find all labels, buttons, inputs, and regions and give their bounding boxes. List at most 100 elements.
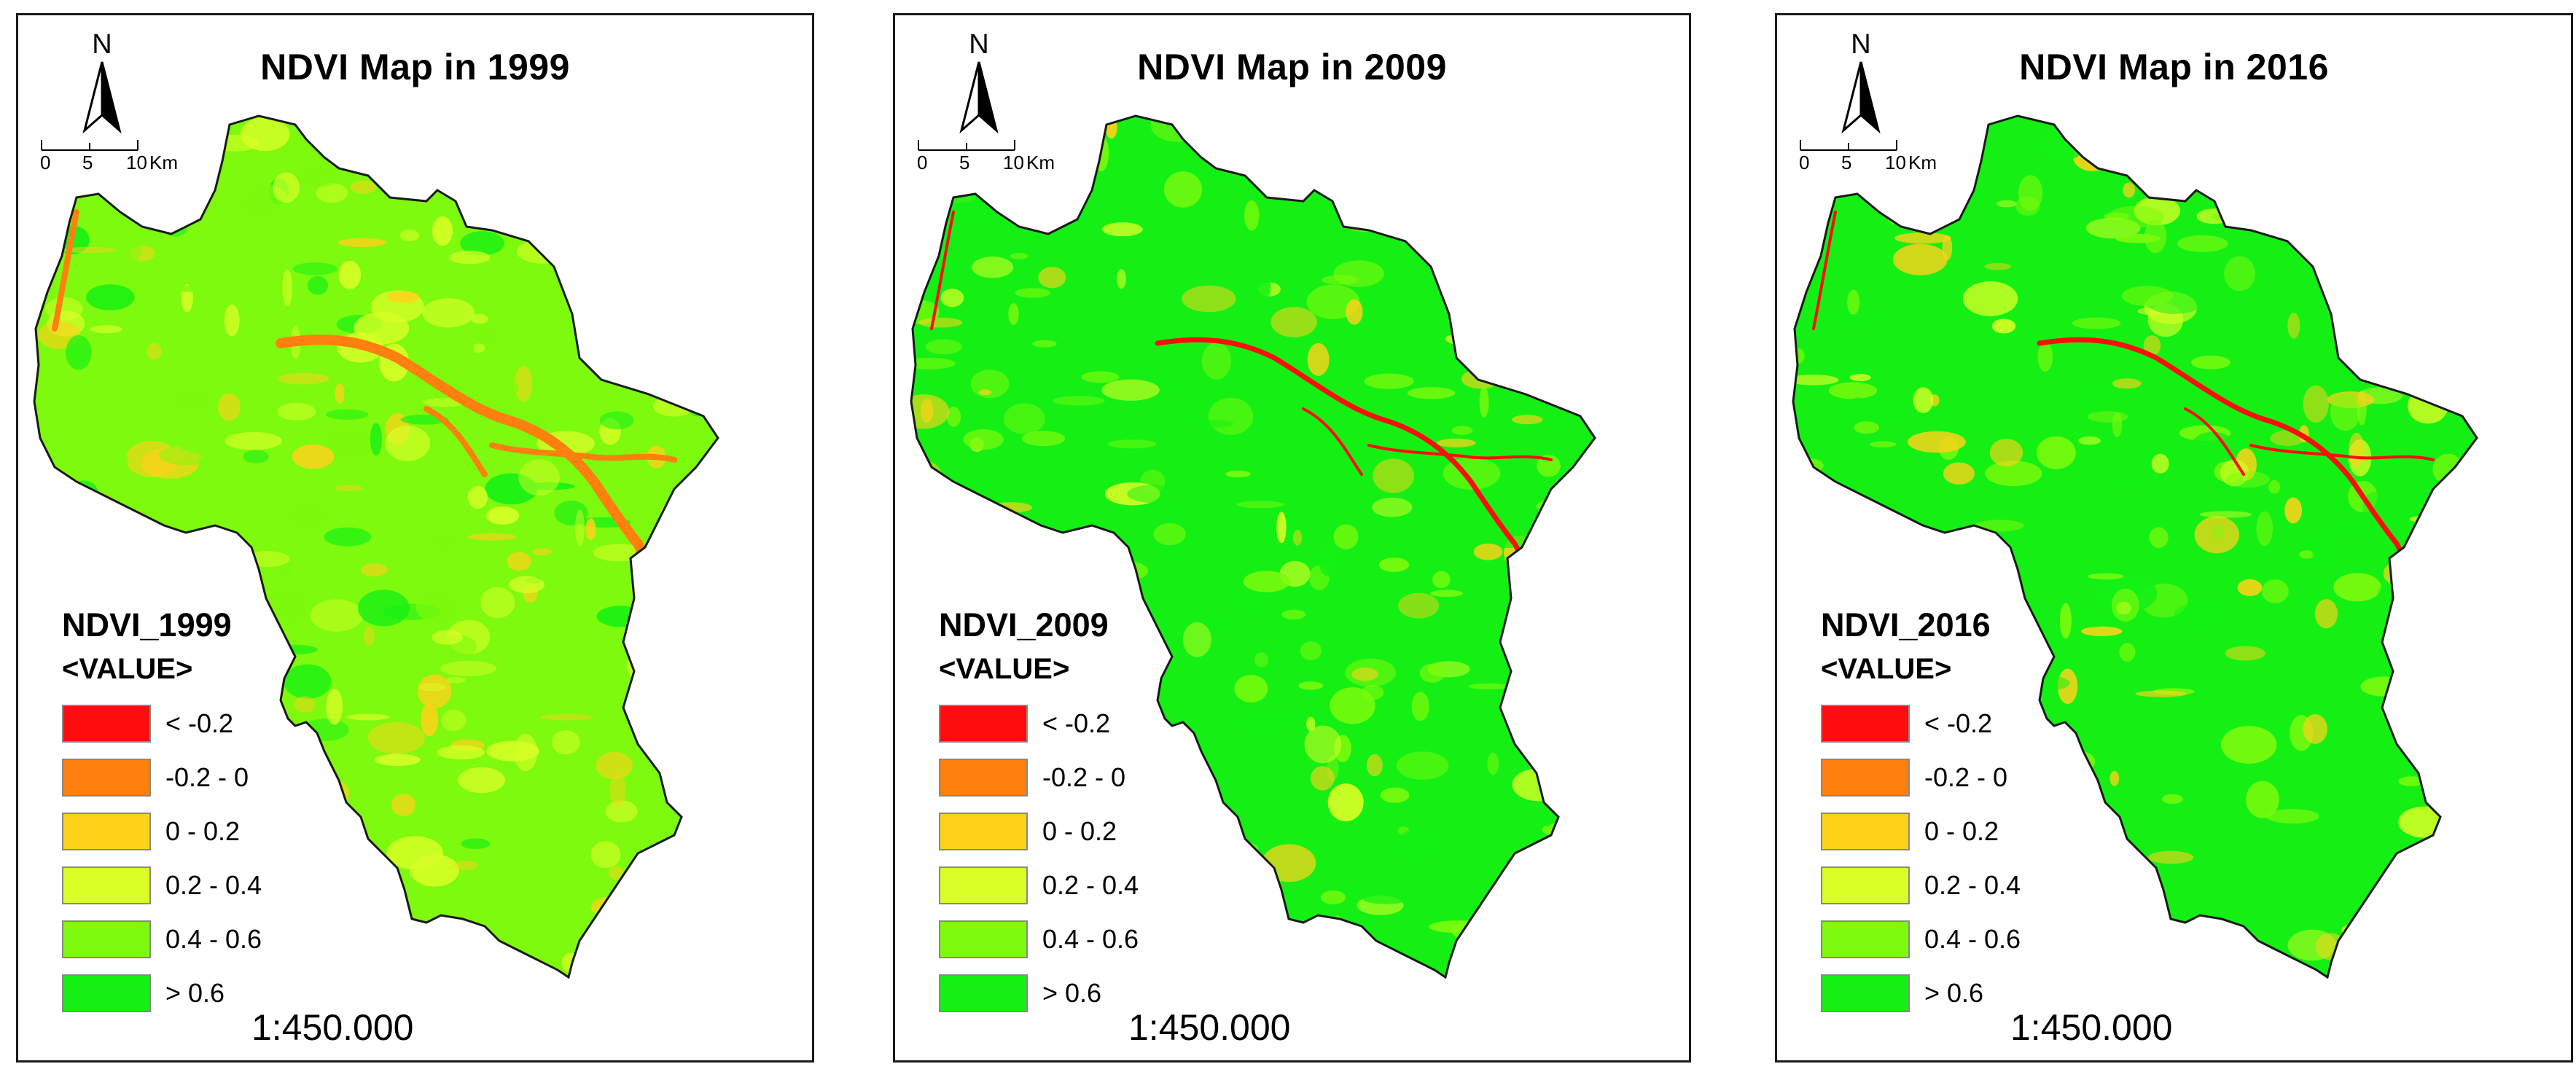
scale-bar-graphic	[918, 140, 1015, 151]
ndvi-patch	[292, 262, 337, 275]
ndvi-patch	[1913, 387, 1934, 413]
ndvi-patch	[1103, 560, 1149, 582]
ndvi-patch	[627, 648, 676, 685]
ndvi-patch	[1943, 462, 1975, 485]
legend-item: > 0.6	[939, 974, 1139, 1012]
ndvi-patch	[484, 155, 542, 174]
ndvi-patch	[1094, 595, 1142, 603]
ndvi-patch	[1553, 359, 1595, 391]
ndvi-patch	[2213, 154, 2267, 188]
ndvi-patch	[2372, 429, 2426, 466]
north-arrow: N	[73, 30, 131, 139]
ndvi-patch	[294, 147, 335, 168]
ndvi-patch	[1038, 267, 1066, 289]
ndvi-patch	[1004, 403, 1045, 434]
ndvi-patch	[63, 246, 117, 254]
legend-swatch	[62, 813, 151, 850]
ndvi-patch	[1304, 725, 1342, 764]
ndvi-patch	[605, 800, 638, 823]
ndvi-patch	[1333, 524, 1359, 549]
ndvi-patch	[1010, 252, 1029, 259]
ndvi-patch	[2330, 394, 2360, 431]
legend-label: < -0.2	[165, 708, 234, 738]
ndvi-patch	[1147, 719, 1157, 746]
ndvi-patch	[66, 335, 92, 370]
ndvi-patch	[1460, 139, 1515, 156]
ndvi-patch	[2381, 955, 2416, 977]
ndvi-patch	[485, 506, 520, 525]
ndvi-patch	[2398, 806, 2451, 838]
ndvi-patch	[308, 275, 328, 295]
ndvi-patch	[1962, 281, 2018, 316]
ndvi-patch	[1560, 505, 1595, 514]
north-label: N	[1851, 29, 1871, 60]
study-area-boundary	[910, 114, 1596, 979]
ndvi-patch	[1452, 129, 1506, 138]
ndvi-patch	[246, 526, 294, 549]
ndvi-patch	[1468, 683, 1510, 690]
legend-item: < -0.2	[1821, 705, 2021, 743]
ndvi-patch	[1569, 614, 1593, 650]
ndvi-patch	[485, 473, 538, 505]
legend-swatch	[62, 866, 151, 904]
legend: NDVI_2009 <VALUE> < -0.2 -0.2 - 0 0 - 0.2 0…	[939, 607, 1139, 1028]
ndvi-patch	[1351, 668, 1378, 681]
ndvi-patch	[173, 285, 218, 292]
ndvi-patch	[2454, 772, 2477, 787]
ndvi-patch	[2149, 527, 2169, 548]
ndvi-patch	[414, 160, 452, 185]
ndvi-patch	[432, 216, 453, 246]
ndvi-patch	[1156, 386, 1187, 395]
ndvi-patch	[2161, 893, 2211, 905]
ndvi-patch	[286, 500, 330, 533]
ndvi-patch	[2444, 837, 2477, 876]
ndvi-patch	[450, 670, 486, 683]
ndvi-patch	[1492, 931, 1519, 944]
river-channel	[276, 334, 652, 618]
ndvi-patch	[1236, 501, 1284, 509]
map-title: NDVI Map in 1999	[260, 47, 570, 87]
ndvi-patch	[1886, 534, 1900, 564]
study-area-boundary	[1792, 114, 2478, 979]
ndvi-patch	[1254, 652, 1268, 668]
ndvi-patch	[609, 775, 626, 807]
ndvi-patch	[1997, 200, 2017, 208]
ndvi-patch	[1298, 681, 1324, 690]
ndvi-patch	[1169, 544, 1189, 559]
river-channel	[1155, 337, 1526, 616]
river-channel	[2037, 337, 2408, 616]
scale-tick-label: 5	[959, 152, 970, 173]
ndvi-patch	[147, 343, 162, 360]
legend-swatch	[939, 705, 1028, 743]
ndvi-patch	[2160, 153, 2200, 172]
ndvi-patch	[1534, 883, 1558, 897]
ndvi-patch	[2112, 378, 2142, 389]
ndvi-patch	[1508, 197, 1563, 227]
ndvi-patch	[367, 721, 425, 754]
ndvi-patch	[1583, 812, 1594, 826]
ndvi-patch	[2454, 518, 2477, 549]
legend-swatch	[939, 813, 1028, 850]
river-branch	[52, 209, 677, 477]
ndvi-patch	[1793, 375, 1839, 386]
ndvi-patch	[2410, 294, 2467, 326]
ndvi-patch	[2189, 922, 2201, 950]
legend-swatch	[1821, 759, 1910, 797]
ndvi-patch	[273, 172, 300, 203]
ndvi-patch	[2191, 431, 2235, 460]
legend-swatch	[62, 920, 151, 958]
ndvi-patch	[1225, 470, 1251, 478]
ndvi-patch	[2105, 483, 2142, 490]
legend-swatch	[62, 759, 151, 797]
ndvi-patch	[1411, 692, 1429, 721]
ndvi-patch	[621, 145, 642, 173]
ndvi-patch	[647, 884, 668, 905]
legend-swatch	[62, 705, 151, 743]
ndvi-patch	[243, 450, 269, 463]
ndvi-patch	[650, 686, 668, 721]
ndvi-patch	[1827, 314, 1884, 323]
ndvi-patch	[1881, 570, 1902, 603]
legend-item: -0.2 - 0	[62, 759, 262, 797]
legend-item: 0.2 - 0.4	[62, 866, 262, 904]
ndvi-patch	[2360, 676, 2407, 697]
